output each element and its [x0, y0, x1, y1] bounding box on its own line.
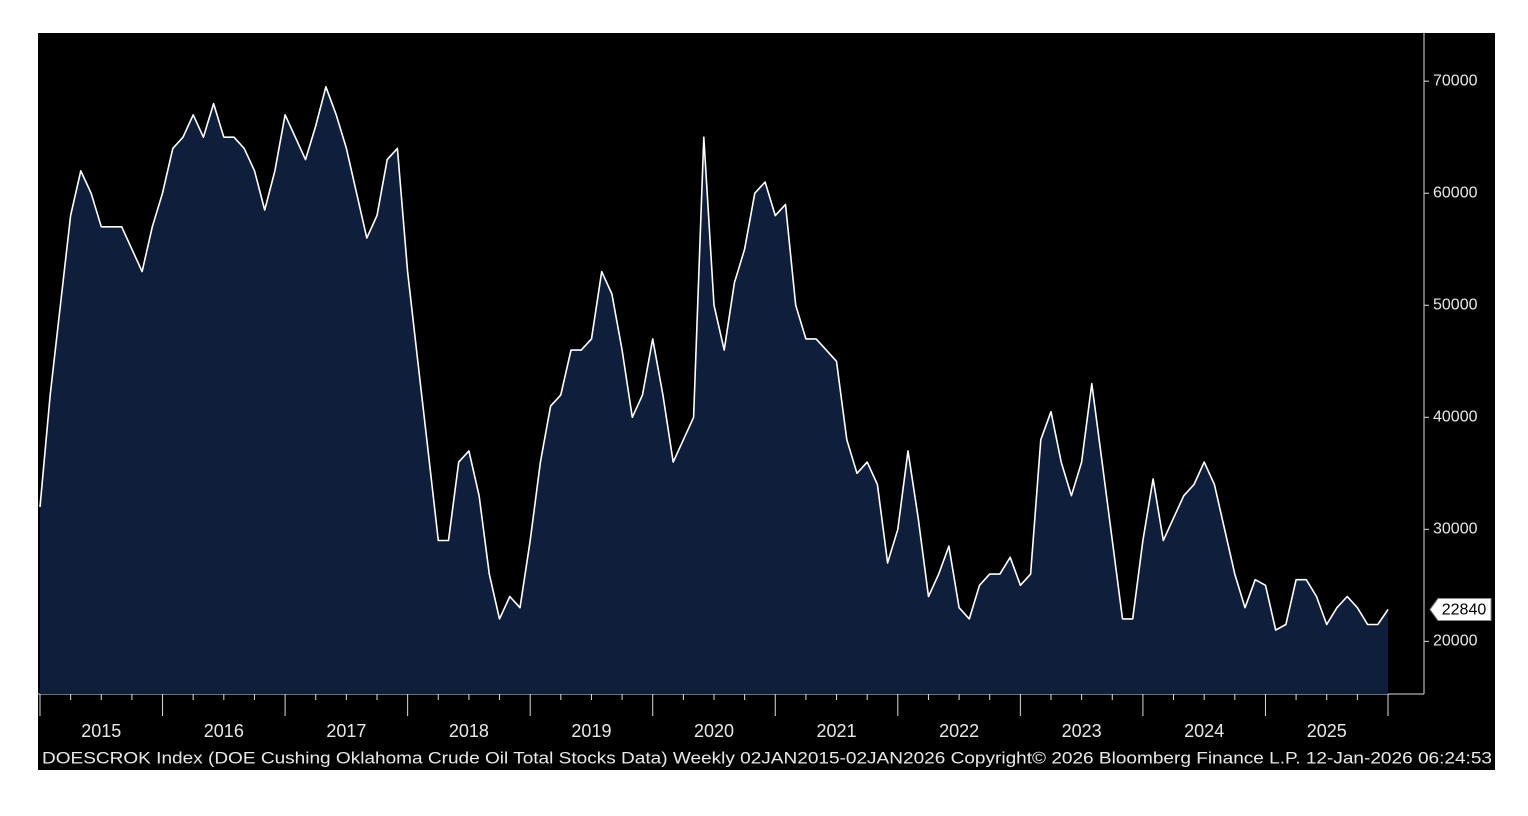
last-value-box	[1429, 598, 1492, 622]
x-tick-label: 2020	[694, 721, 734, 741]
x-tick-label: 2015	[81, 721, 121, 741]
x-tick-label: 2025	[1307, 721, 1347, 741]
y-tick-label: 30000	[1433, 521, 1478, 538]
x-tick-label: 2024	[1184, 721, 1224, 741]
y-tick-label: 50000	[1433, 296, 1478, 313]
x-tick-label: 2021	[817, 721, 857, 741]
last-value-label: 22840	[1442, 602, 1487, 619]
y-tick-label: 40000	[1433, 408, 1478, 425]
y-tick-label: 60000	[1433, 184, 1478, 201]
x-tick-label: 2022	[939, 721, 979, 741]
x-tick-label: 2016	[204, 721, 244, 741]
y-tick-label: 20000	[1433, 633, 1478, 650]
x-tick-label: 2019	[571, 721, 611, 741]
x-tick-label: 2017	[326, 721, 366, 741]
x-tick-label: 2023	[1062, 721, 1102, 741]
y-tick-label: 70000	[1433, 72, 1478, 89]
area-line	[39, 86, 1389, 631]
area-fill	[40, 86, 1388, 695]
footer: DOESCROK Index (DOE Cushing Oklahoma Cru…	[42, 749, 1492, 767]
x-tick-label: 2018	[449, 721, 489, 741]
